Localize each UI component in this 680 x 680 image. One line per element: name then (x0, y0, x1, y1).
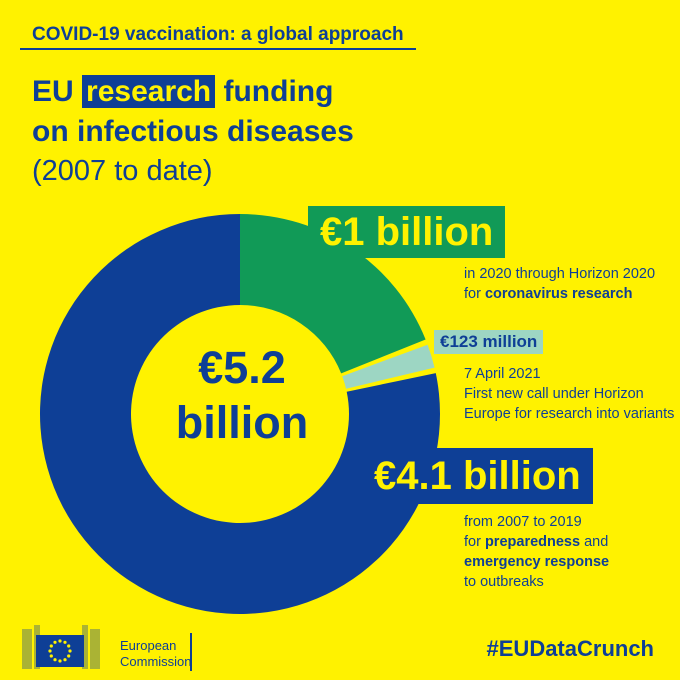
title-prefix: EU (32, 75, 74, 108)
note-preparedness-line2: for preparedness and (464, 532, 609, 552)
note-preparedness-line4: to outbreaks (464, 574, 544, 590)
total-value-line2: billion (175, 397, 309, 448)
note-preparedness-line2-prefix: for (464, 534, 485, 550)
title-suffix: funding (223, 75, 334, 108)
note-variants-line1: 7 April 2021 (464, 366, 541, 382)
note-variants-line3: Europe for research into variants (464, 406, 675, 422)
total-value-line1: €5.2 (198, 342, 286, 393)
slice-corona (240, 214, 426, 374)
note-preparedness-line2-suffix: and (580, 534, 609, 550)
note-corona-bold: coronavirus research (484, 286, 633, 302)
page-title: EU research funding on infectious diseas… (32, 72, 354, 152)
total-value: €5.2 billion (136, 340, 348, 450)
eu-stars-icon (48, 639, 72, 663)
logo-divider (190, 633, 192, 671)
label-variants: €123 million (434, 330, 544, 354)
note-preparedness-line1: from 2007 to 2019 (464, 514, 582, 530)
slice-variants (342, 344, 435, 389)
subtitle: (2007 to date) (32, 155, 213, 187)
note-corona-line2-prefix: for (464, 286, 485, 302)
note-variants-line2: First new call under Horizon (464, 386, 644, 402)
logo-line2: Commission (120, 654, 192, 669)
note-preparedness-bold2: emergency response (464, 554, 610, 570)
hashtag: #EUDataCrunch (486, 636, 654, 661)
note-preparedness-bold: preparedness (484, 534, 581, 550)
note-preparedness-line3: emergency response (464, 552, 609, 572)
note-corona-line1: in 2020 through Horizon 2020 (464, 266, 656, 282)
logo-line1: European (120, 638, 177, 653)
slice-preparedness (40, 214, 441, 614)
logo-text: European Commission (120, 638, 192, 670)
title-line2: on infectious diseases (32, 115, 354, 148)
label-corona: €1 billion (308, 206, 506, 258)
note-corona-line2: for coronavirus research (464, 284, 655, 304)
label-preparedness: €4.1 billion (362, 448, 593, 504)
banner: COVID-19 vaccination: a global approach (20, 20, 416, 50)
note-corona: in 2020 through Horizon 2020 for coronav… (464, 264, 655, 304)
note-preparedness: from 2007 to 2019 for preparedness and e… (464, 512, 609, 592)
title-highlight: research (82, 75, 216, 108)
note-variants: 7 April 2021 First new call under Horizo… (464, 364, 674, 424)
european-commission-logo (22, 625, 100, 669)
